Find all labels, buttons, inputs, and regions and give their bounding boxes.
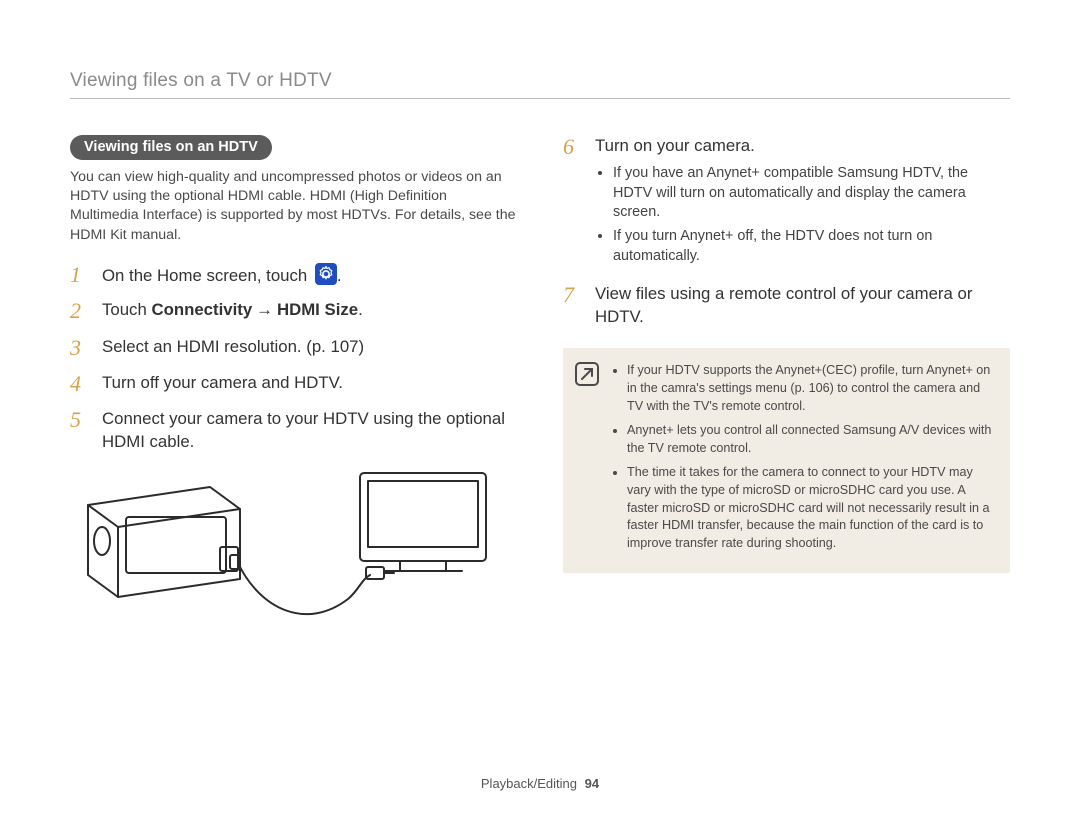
page-header: Viewing files on a TV or HDTV bbox=[70, 70, 1010, 99]
step-number: 1 bbox=[70, 263, 90, 288]
note-item: Anynet+ lets you control all connected S… bbox=[627, 422, 994, 458]
settings-gear-icon bbox=[315, 263, 337, 285]
section-pill: Viewing files on an HDTV bbox=[70, 135, 272, 160]
step-text-post: . bbox=[358, 300, 363, 319]
header-title: Viewing files on a TV or HDTV bbox=[70, 70, 1010, 92]
note-list: If your HDTV supports the Anynet+(CEC) p… bbox=[627, 362, 994, 553]
step-4: 4 Turn off your camera and HDTV. bbox=[70, 372, 517, 396]
step-subbullets: If you have an Anynet+ compatible Samsun… bbox=[613, 164, 1010, 267]
step-6: 6 Turn on your camera. If you have an An… bbox=[563, 135, 1010, 271]
step-body: On the Home screen, touch . bbox=[102, 263, 517, 288]
step-bold: HDMI Size bbox=[277, 300, 358, 319]
right-column: 6 Turn on your camera. If you have an An… bbox=[563, 135, 1010, 642]
step-text-post: . bbox=[337, 266, 342, 285]
note-icon bbox=[575, 362, 599, 386]
connection-illustration bbox=[70, 467, 517, 642]
step-body: Turn on your camera. If you have an Anyn… bbox=[595, 135, 1010, 271]
step-number: 3 bbox=[70, 336, 90, 360]
note-box: If your HDTV supports the Anynet+(CEC) p… bbox=[563, 348, 1010, 573]
content-columns: Viewing files on an HDTV You can view hi… bbox=[70, 135, 1010, 642]
step-text: Touch bbox=[102, 300, 151, 319]
page-footer: Playback/Editing 94 bbox=[0, 776, 1080, 791]
step-body: Touch Connectivity→HDMI Size. bbox=[102, 299, 517, 323]
arrow-icon: → bbox=[252, 300, 277, 319]
header-rule bbox=[70, 98, 1010, 99]
step-body: Connect your camera to your HDTV using t… bbox=[102, 408, 517, 453]
sub-bullet: If you turn Anynet+ off, the HDTV does n… bbox=[613, 227, 1010, 267]
step-number: 7 bbox=[563, 283, 583, 328]
step-3: 3 Select an HDMI resolution. (p. 107) bbox=[70, 336, 517, 360]
step-5: 5 Connect your camera to your HDTV using… bbox=[70, 408, 517, 453]
step-text: Turn on your camera. bbox=[595, 136, 755, 155]
step-body: View files using a remote control of you… bbox=[595, 283, 1010, 328]
step-number: 2 bbox=[70, 299, 90, 323]
step-7: 7 View files using a remote control of y… bbox=[563, 283, 1010, 328]
left-column: Viewing files on an HDTV You can view hi… bbox=[70, 135, 517, 642]
steps-list-right: 6 Turn on your camera. If you have an An… bbox=[563, 135, 1010, 328]
steps-list-left: 1 On the Home screen, touch . 2 Touch Co… bbox=[70, 263, 517, 454]
step-body: Select an HDMI resolution. (p. 107) bbox=[102, 336, 517, 360]
footer-page-number: 94 bbox=[585, 776, 599, 791]
sub-bullet: If you have an Anynet+ compatible Samsun… bbox=[613, 164, 1010, 224]
step-number: 5 bbox=[70, 408, 90, 453]
note-item: If your HDTV supports the Anynet+(CEC) p… bbox=[627, 362, 994, 416]
step-number: 6 bbox=[563, 135, 583, 271]
step-1: 1 On the Home screen, touch . bbox=[70, 263, 517, 288]
note-item: The time it takes for the camera to conn… bbox=[627, 464, 994, 553]
step-2: 2 Touch Connectivity→HDMI Size. bbox=[70, 299, 517, 323]
step-text: On the Home screen, touch bbox=[102, 266, 307, 285]
step-bold: Connectivity bbox=[151, 300, 252, 319]
manual-page: Viewing files on a TV or HDTV Viewing fi… bbox=[0, 0, 1080, 815]
footer-section: Playback/Editing bbox=[481, 776, 577, 791]
step-body: Turn off your camera and HDTV. bbox=[102, 372, 517, 396]
step-number: 4 bbox=[70, 372, 90, 396]
intro-paragraph: You can view high-quality and uncompress… bbox=[70, 168, 517, 245]
